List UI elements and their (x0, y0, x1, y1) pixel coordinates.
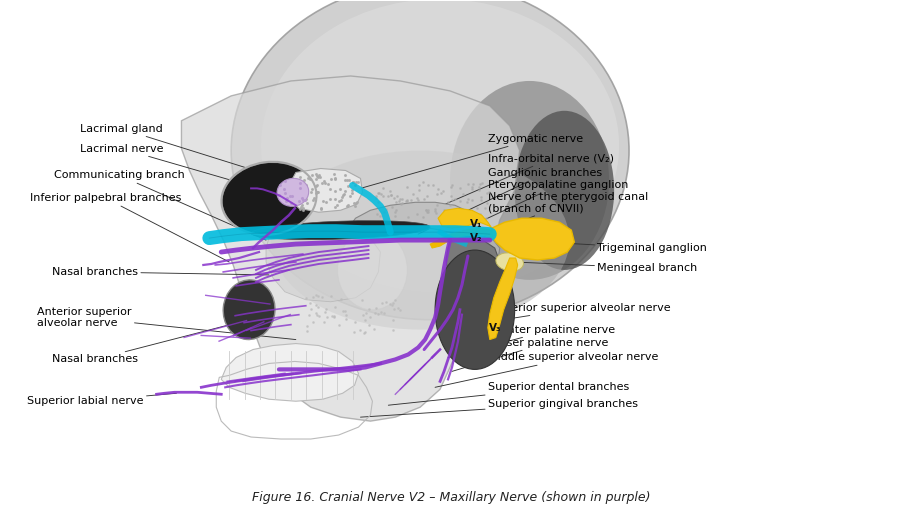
Text: V₁: V₁ (470, 219, 482, 229)
Ellipse shape (515, 111, 614, 270)
Ellipse shape (277, 178, 308, 206)
Polygon shape (221, 343, 358, 401)
Ellipse shape (223, 280, 275, 340)
Ellipse shape (435, 250, 515, 370)
Ellipse shape (496, 253, 523, 271)
Polygon shape (492, 218, 575, 260)
Text: Communicating branch: Communicating branch (54, 171, 266, 240)
Ellipse shape (450, 81, 609, 280)
Text: Superior gingival branches: Superior gingival branches (361, 399, 638, 417)
Text: Trigeminal ganglion: Trigeminal ganglion (545, 242, 707, 253)
Text: Lesser palatine nerve: Lesser palatine nerve (452, 338, 608, 371)
Text: Infra-orbital nerve (V₂): Infra-orbital nerve (V₂) (381, 154, 613, 232)
Text: Lacrimal gland: Lacrimal gland (80, 124, 293, 183)
Text: Nasal branches: Nasal branches (52, 267, 269, 277)
Text: Nerve of the pterygoid canal
(branch of CNVII): Nerve of the pterygoid canal (branch of … (468, 191, 648, 243)
Ellipse shape (261, 0, 619, 292)
Text: Inferior palpebral branches: Inferior palpebral branches (31, 193, 229, 262)
Ellipse shape (337, 230, 407, 310)
Text: Anterior superior
alveolar nerve: Anterior superior alveolar nerve (37, 307, 296, 340)
Text: Posterior superior alveolar nerve: Posterior superior alveolar nerve (453, 303, 670, 328)
Polygon shape (351, 202, 480, 235)
Polygon shape (457, 235, 500, 276)
Polygon shape (289, 169, 363, 212)
Polygon shape (181, 76, 520, 421)
Polygon shape (488, 258, 518, 340)
Text: V₃: V₃ (490, 323, 502, 332)
Text: Meningeal branch: Meningeal branch (513, 262, 697, 273)
Polygon shape (438, 208, 492, 228)
Text: V₂: V₂ (470, 233, 482, 243)
Ellipse shape (251, 221, 430, 239)
Ellipse shape (231, 0, 629, 320)
Text: Ganglionic branches: Ganglionic branches (419, 169, 602, 234)
Text: Greater palatine nerve: Greater palatine nerve (448, 325, 615, 357)
Text: Pterygopalatine ganglion: Pterygopalatine ganglion (445, 180, 628, 238)
Text: Nasal branches: Nasal branches (52, 320, 249, 364)
Ellipse shape (271, 150, 569, 330)
Text: Superior dental branches: Superior dental branches (389, 382, 629, 405)
Polygon shape (446, 235, 500, 302)
Text: Zygomatic nerve: Zygomatic nerve (361, 134, 583, 188)
Polygon shape (430, 228, 492, 248)
Polygon shape (266, 228, 381, 302)
Text: Superior labial nerve: Superior labial nerve (27, 393, 177, 406)
Text: Lacrimal nerve: Lacrimal nerve (80, 144, 273, 192)
Ellipse shape (222, 162, 316, 234)
Text: Middle superior alveolar nerve: Middle superior alveolar nerve (435, 353, 658, 387)
Text: Figure 16. Cranial Nerve V2 – Maxillary Nerve (shown in purple): Figure 16. Cranial Nerve V2 – Maxillary … (252, 491, 650, 504)
